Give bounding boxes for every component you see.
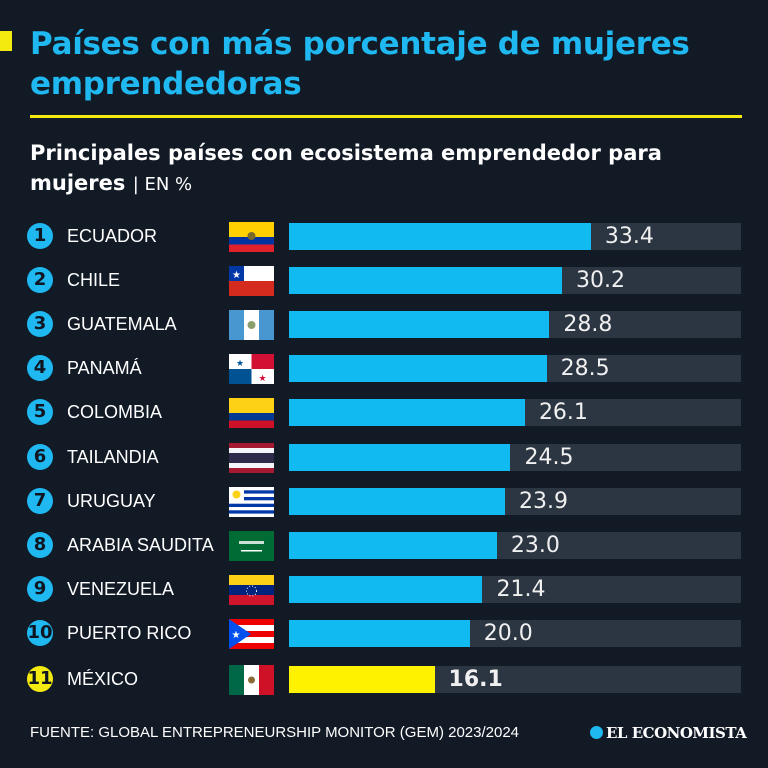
chart-row: 4 PANAMÁ ★ ★ 28.5 bbox=[0, 354, 768, 384]
mexico-flag-icon bbox=[229, 665, 274, 695]
chart-row: 2 CHILE ★ 30.2 bbox=[0, 266, 768, 296]
svg-text:★: ★ bbox=[236, 359, 244, 369]
category-label: COLOMBIA bbox=[67, 402, 163, 422]
bar-track: 30.2 bbox=[289, 267, 741, 294]
bar-track: 16.1 bbox=[289, 666, 741, 693]
data-label: 26.1 bbox=[538, 400, 588, 425]
chart-row: 6 TAILANDIA 24.5 bbox=[0, 443, 768, 473]
rank-badge: 3 bbox=[27, 311, 53, 337]
rank-badge: 5 bbox=[27, 399, 53, 425]
svg-text:★: ★ bbox=[258, 374, 266, 384]
chart-row: 10 PUERTO RICO ★ 20.0 bbox=[0, 619, 768, 649]
bar bbox=[289, 399, 525, 426]
rank-badge: 10 bbox=[27, 620, 53, 646]
thailand-flag-icon bbox=[229, 443, 274, 473]
category-label: PANAMÁ bbox=[67, 358, 142, 378]
data-label: 23.9 bbox=[519, 489, 569, 514]
bar bbox=[289, 311, 550, 338]
rank-badge: 11 bbox=[27, 666, 53, 692]
svg-text:★: ★ bbox=[232, 270, 241, 281]
category-label: GUATEMALA bbox=[67, 314, 177, 334]
bar bbox=[289, 444, 511, 471]
data-label: 21.4 bbox=[496, 577, 546, 602]
category-label: ECUADOR bbox=[67, 226, 158, 246]
bar-track: 26.1 bbox=[289, 399, 741, 426]
chart-row: 1 ECUADOR 33.4 bbox=[0, 222, 768, 252]
data-label: 23.0 bbox=[510, 533, 560, 558]
bar-track: 24.5 bbox=[289, 444, 741, 471]
rank-badge: 9 bbox=[27, 576, 53, 602]
chile-flag-icon: ★ bbox=[229, 266, 274, 296]
chart-row: 11 MÉXICO 16.1 bbox=[0, 665, 768, 695]
uruguay-flag-icon bbox=[229, 487, 274, 517]
bar-track: 28.8 bbox=[289, 311, 741, 338]
category-label: CHILE bbox=[67, 270, 121, 290]
category-label: TAILANDIA bbox=[67, 447, 159, 467]
chart-row: 5 COLOMBIA 26.1 bbox=[0, 398, 768, 428]
bar bbox=[289, 488, 506, 515]
title-divider bbox=[30, 115, 742, 118]
bar bbox=[289, 532, 497, 559]
rank-badge: 2 bbox=[27, 267, 53, 293]
guatemala-flag-icon bbox=[229, 310, 274, 340]
category-label: VENEZUELA bbox=[67, 579, 175, 599]
bar bbox=[289, 355, 547, 382]
data-label: 33.4 bbox=[604, 224, 654, 249]
bar-track: 20.0 bbox=[289, 620, 741, 647]
chart-row: 8 ARABIA SAUDITA 23.0 bbox=[0, 531, 768, 561]
page-title: Países con más porcentaje de mujeres emp… bbox=[30, 26, 690, 102]
logo-text: EL ECONOMISTA bbox=[606, 724, 747, 742]
bar-track: 21.4 bbox=[289, 576, 741, 603]
rank-badge: 6 bbox=[27, 444, 53, 470]
ecuador-flag-icon bbox=[229, 222, 274, 252]
rank-badge: 4 bbox=[27, 355, 53, 381]
chart-row: 3 GUATEMALA 28.8 bbox=[0, 310, 768, 340]
brand-logo: EL ECONOMISTA bbox=[590, 724, 747, 742]
data-label: 28.5 bbox=[560, 356, 610, 381]
bar-track: 23.0 bbox=[289, 532, 741, 559]
panama-flag-icon: ★★ bbox=[229, 354, 274, 384]
category-label: PUERTO RICO bbox=[67, 623, 192, 643]
logo-icon bbox=[590, 726, 603, 739]
rank-badge: 8 bbox=[27, 532, 53, 558]
svg-text:★: ★ bbox=[232, 630, 241, 641]
data-label: 28.8 bbox=[563, 312, 613, 337]
bar bbox=[289, 620, 470, 647]
category-label: MÉXICO bbox=[67, 669, 139, 689]
bar-track: 33.4 bbox=[289, 223, 741, 250]
bar bbox=[289, 666, 435, 693]
colombia-flag-icon bbox=[229, 398, 274, 428]
bar bbox=[289, 223, 591, 250]
saudi-arabia-flag-icon bbox=[229, 531, 274, 561]
venezuela-flag-icon bbox=[229, 575, 274, 605]
chart-row: 7 URUGUAY 23.9 bbox=[0, 487, 768, 517]
subtitle-text: Principales países con ecosistema empren… bbox=[30, 141, 662, 195]
bar bbox=[289, 576, 483, 603]
data-label: 16.1 bbox=[448, 667, 503, 692]
bar-track: 28.5 bbox=[289, 355, 741, 382]
source-note: FUENTE: GLOBAL ENTREPRENEURSHIP MONITOR … bbox=[30, 724, 520, 741]
rank-badge: 1 bbox=[27, 223, 53, 249]
puerto-rico-flag-icon: ★ bbox=[229, 619, 274, 649]
data-label: 30.2 bbox=[576, 268, 625, 293]
data-label: 24.5 bbox=[524, 445, 574, 470]
category-label: ARABIA SAUDITA bbox=[67, 535, 214, 555]
chart-row: 9 VENEZUELA 21.4 bbox=[0, 575, 768, 605]
category-label: URUGUAY bbox=[67, 491, 156, 511]
rank-badge: 7 bbox=[27, 488, 53, 514]
bar bbox=[289, 267, 562, 294]
chart-subtitle: Principales países con ecosistema empren… bbox=[30, 138, 750, 200]
title-accent bbox=[0, 31, 12, 51]
bar-track: 23.9 bbox=[289, 488, 741, 515]
unit-label: | EN % bbox=[132, 174, 193, 195]
data-label: 20.0 bbox=[483, 621, 533, 646]
